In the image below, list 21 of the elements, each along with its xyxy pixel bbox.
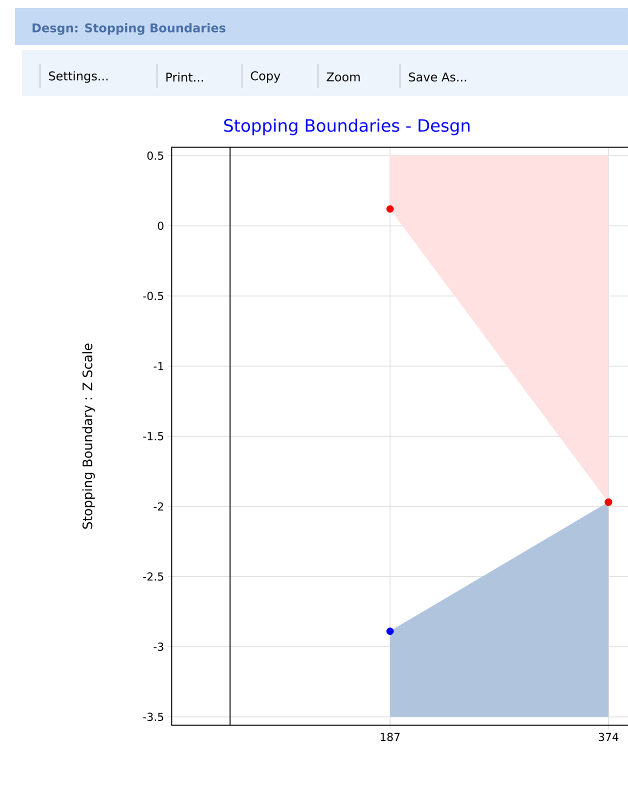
y-tick-label: -2 [154,502,164,510]
point [386,628,394,635]
x-tick-label: 187 [380,732,400,742]
text: Settings... [48,71,108,83]
y-tick-label: -3.5 [143,712,164,721]
text: Desgn: Stopping Boundaries [32,23,226,35]
y-tick-label: -1 [154,362,164,370]
y-axis-title: Stopping Boundary : Z Scale [82,344,95,529]
y-tick-label: -1.5 [143,432,164,440]
y-tick-label: -3 [154,642,164,651]
text: Save As... [408,72,466,82]
y-tick-label: -2.5 [143,572,164,581]
y-tick-label: -0.5 [143,292,164,300]
x-tick-label: 374 [598,732,618,742]
y-tick-label: 0.5 [147,152,164,160]
point [386,205,394,213]
chart-title: Stopping Boundaries - Desgn [224,118,470,136]
text: Print... [166,72,203,82]
y-tick-label: 0 [158,222,164,230]
text: Copy [250,71,280,83]
text: Zoom [326,72,360,82]
